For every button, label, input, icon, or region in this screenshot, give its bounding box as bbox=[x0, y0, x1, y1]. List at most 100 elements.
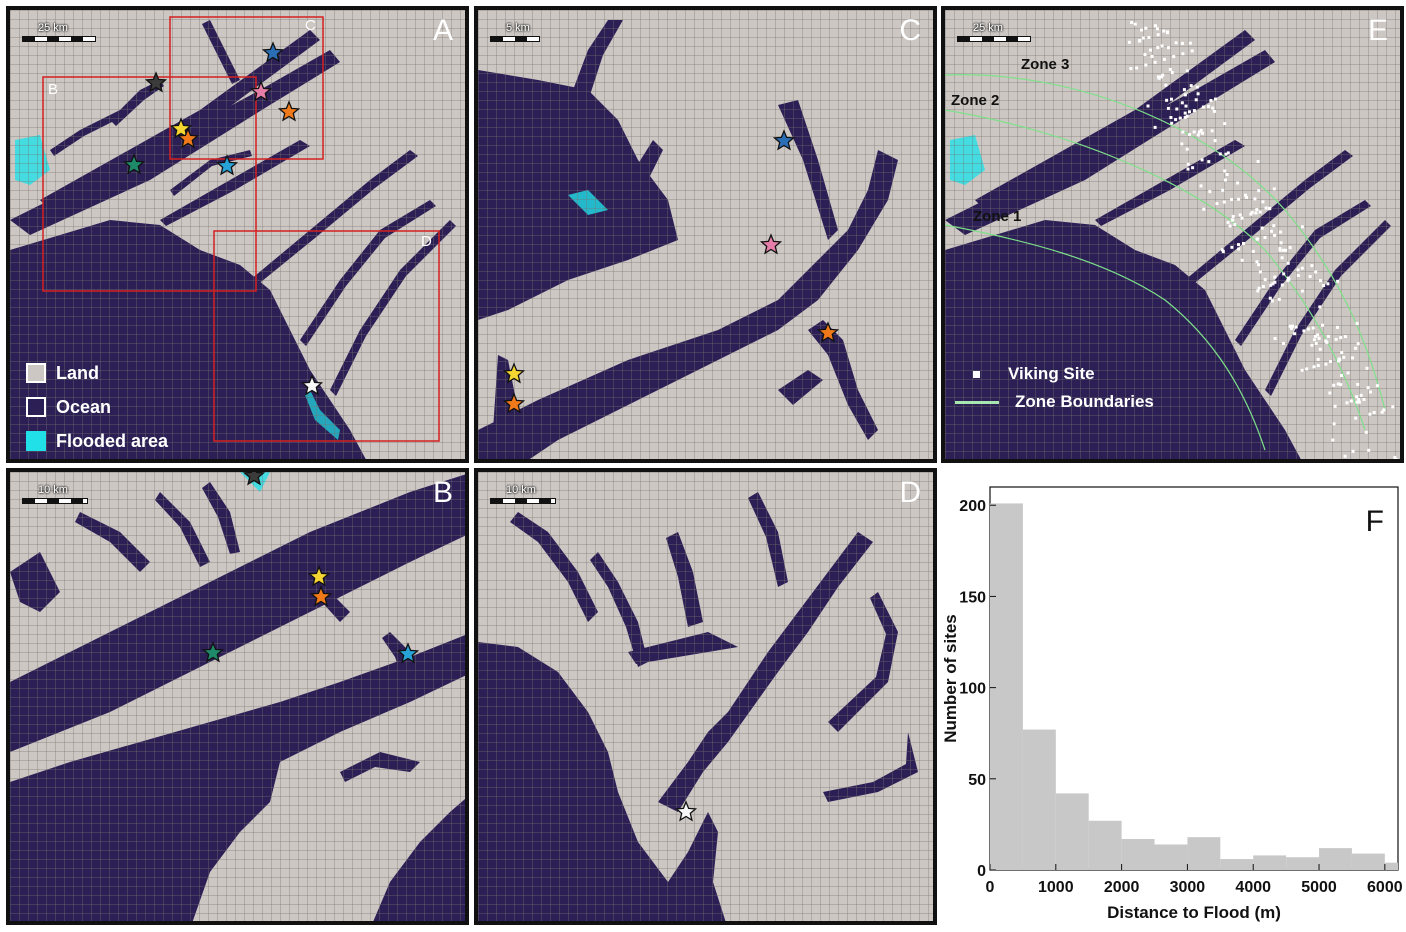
x-tick-label: 4000 bbox=[1235, 879, 1271, 896]
viking-site-point bbox=[1316, 364, 1320, 367]
map-panel-e: Zone 3 Zone 2 Zone 1 25 km E Viking Site… bbox=[941, 6, 1404, 463]
x-tick-label: 0 bbox=[986, 879, 995, 896]
viking-site-point bbox=[1168, 67, 1172, 71]
histogram-bar bbox=[1154, 844, 1188, 870]
viking-site-point bbox=[1191, 166, 1195, 170]
viking-site-point bbox=[1272, 187, 1276, 191]
viking-site-point bbox=[1362, 398, 1366, 401]
viking-site-point bbox=[1270, 229, 1274, 233]
viking-site-point bbox=[1261, 285, 1265, 288]
viking-site-point bbox=[1256, 289, 1260, 293]
inset-label-d: D bbox=[421, 233, 432, 250]
viking-site-point bbox=[1199, 128, 1203, 132]
viking-site-point bbox=[1255, 260, 1259, 264]
viking-site-point bbox=[1222, 200, 1226, 204]
viking-site-point bbox=[1258, 270, 1262, 274]
site-stars-d bbox=[674, 800, 698, 822]
viking-site-point bbox=[1343, 454, 1347, 458]
site-star-icon bbox=[249, 80, 273, 102]
viking-site-point bbox=[1282, 272, 1286, 276]
viking-site-point bbox=[1326, 334, 1330, 338]
viking-site-point bbox=[1354, 346, 1358, 350]
histogram-panel-f: 0 1000 2000 3000 4000 5000 6000 0 50 100 150 200 F … bbox=[940, 470, 1406, 927]
viking-site-point bbox=[1185, 69, 1189, 73]
viking-sites bbox=[1127, 21, 1398, 459]
viking-site-point bbox=[1273, 337, 1277, 340]
scale-bar-label: 5 km bbox=[506, 22, 530, 34]
viking-site-point bbox=[1372, 411, 1376, 414]
legend-flooded: Flooded area bbox=[26, 424, 168, 458]
viking-site-point bbox=[1316, 357, 1320, 361]
viking-site-point bbox=[1233, 223, 1237, 227]
viking-site-point bbox=[1349, 399, 1353, 403]
viking-site-point bbox=[1164, 83, 1168, 87]
viking-site-point bbox=[1273, 275, 1277, 279]
viking-site-point bbox=[1157, 76, 1161, 80]
viking-site-point bbox=[1144, 63, 1148, 67]
viking-site-point bbox=[1174, 41, 1178, 45]
viking-site-point bbox=[1196, 92, 1200, 96]
viking-site-point bbox=[1251, 249, 1255, 253]
x-tick-label: 5000 bbox=[1301, 879, 1337, 896]
panel-letter-b: B bbox=[432, 476, 453, 509]
viking-site-point bbox=[1296, 268, 1300, 272]
legend-flooded-label: Flooded area bbox=[56, 430, 169, 451]
viking-site-point bbox=[1308, 275, 1312, 278]
viking-site-point bbox=[1321, 323, 1324, 327]
legend-ocean-label: Ocean bbox=[56, 396, 112, 417]
viking-site-point bbox=[1367, 448, 1371, 452]
viking-site-point bbox=[1153, 24, 1157, 28]
viking-site-point bbox=[1237, 197, 1241, 201]
viking-site-point bbox=[1357, 397, 1361, 401]
viking-site-point bbox=[1336, 279, 1340, 283]
viking-site-point bbox=[1268, 296, 1272, 300]
viking-site-point bbox=[1340, 351, 1344, 355]
scale-bar-d: 10 km bbox=[490, 484, 564, 504]
viking-site-point bbox=[1127, 40, 1131, 44]
viking-site-point bbox=[1249, 212, 1253, 216]
histogram-bar bbox=[1220, 859, 1254, 870]
site-star-icon bbox=[816, 321, 840, 343]
histogram-bar bbox=[1286, 857, 1320, 870]
viking-site-point bbox=[1181, 52, 1185, 56]
viking-site-point bbox=[1356, 342, 1360, 346]
viking-site-point bbox=[1223, 122, 1227, 126]
y-tick-label: 200 bbox=[959, 498, 986, 515]
viking-site-point bbox=[1208, 190, 1212, 194]
y-axis-label: Number of sites bbox=[941, 614, 960, 742]
viking-site-point bbox=[1311, 326, 1315, 330]
viking-site-point bbox=[1215, 202, 1219, 206]
x-tick-label: 6000 bbox=[1367, 879, 1403, 896]
site-star-icon bbox=[215, 154, 239, 176]
viking-site-point bbox=[1332, 422, 1336, 426]
panel-letter-a: A bbox=[432, 14, 453, 47]
viking-site-point bbox=[1328, 391, 1332, 395]
viking-site-point bbox=[1170, 121, 1174, 125]
viking-site-point bbox=[1281, 248, 1285, 252]
viking-site-point bbox=[1345, 401, 1349, 405]
x-tick-label: 1000 bbox=[1038, 879, 1074, 896]
viking-site-point bbox=[1143, 53, 1147, 56]
viking-site-point bbox=[1230, 198, 1234, 201]
viking-site-point bbox=[1359, 393, 1363, 397]
viking-site-point bbox=[1150, 55, 1154, 58]
scale-bar-label: 10 km bbox=[506, 484, 536, 496]
viking-site-point bbox=[1199, 184, 1203, 188]
zone-3-label: Zone 3 bbox=[1021, 56, 1070, 73]
viking-site-point bbox=[1364, 430, 1368, 434]
viking-site-point bbox=[1213, 139, 1217, 143]
viking-site-point bbox=[1218, 152, 1222, 156]
viking-site-point bbox=[1317, 336, 1321, 340]
viking-site-point bbox=[1228, 224, 1232, 228]
viking-site-point bbox=[1162, 57, 1166, 61]
viking-site-point bbox=[1391, 405, 1395, 409]
viking-site-point bbox=[1288, 324, 1292, 328]
viking-site-point bbox=[1270, 299, 1274, 303]
viking-site-point bbox=[1255, 208, 1259, 212]
viking-site-point bbox=[1279, 241, 1283, 245]
axis-ticks: 0 1000 2000 3000 4000 5000 6000 0 50 100 150 200 bbox=[959, 498, 1402, 896]
viking-site-point bbox=[1209, 99, 1213, 102]
legend-zone-boundaries: Zone Boundaries bbox=[955, 388, 1154, 416]
viking-site-point bbox=[1273, 233, 1277, 237]
panel-letter-f: F bbox=[1366, 505, 1384, 538]
